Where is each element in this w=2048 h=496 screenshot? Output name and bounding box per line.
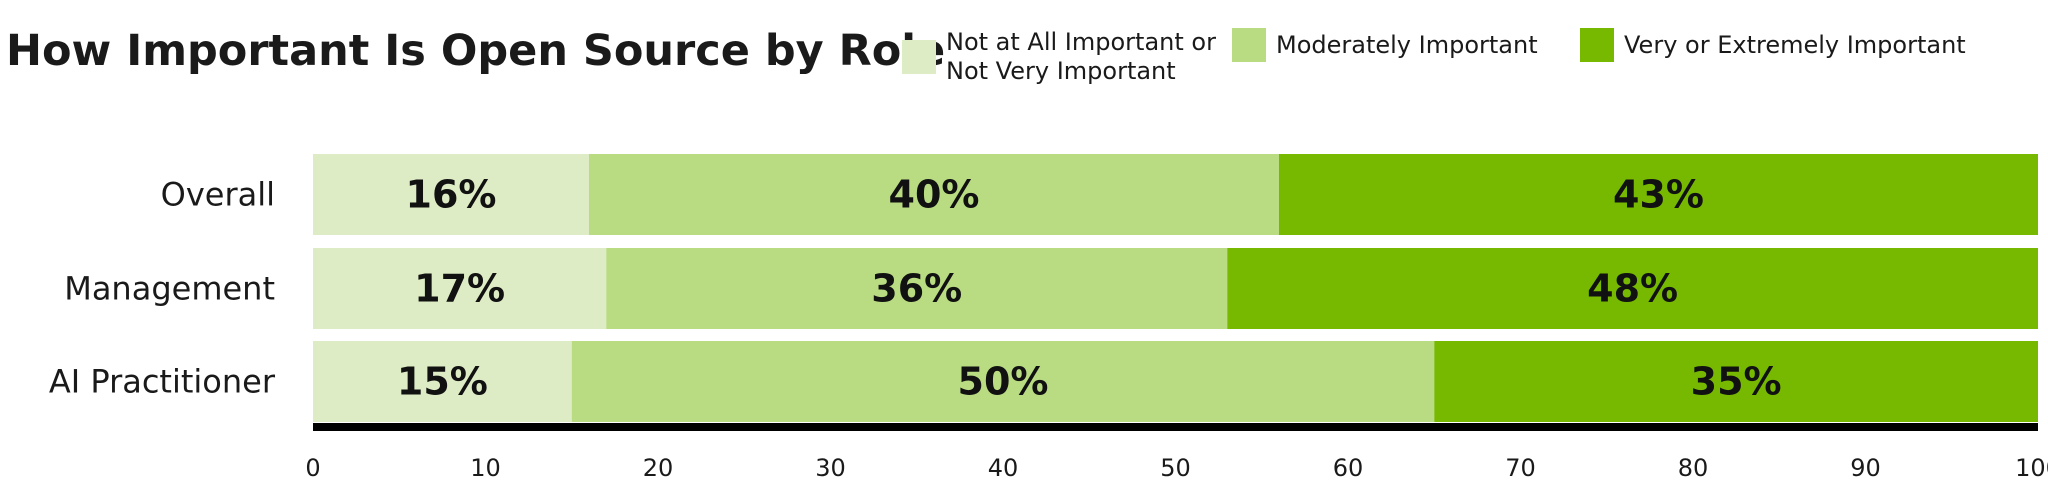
x-tick-label-90: 90 xyxy=(1850,454,1881,482)
data-label-ai-practitioner-0: 15% xyxy=(397,360,488,404)
category-label-overall: Overall xyxy=(161,176,275,214)
bar-segment-ai-practitioner-2 xyxy=(1434,341,2038,422)
x-tick-label-0: 0 xyxy=(305,454,320,482)
bar-segment-overall-2 xyxy=(1279,154,2038,235)
bar-segment-overall-0 xyxy=(313,154,589,235)
legend-item-moderately-important: Moderately Important xyxy=(1232,28,1538,62)
legend-item-not-important: Not at All Important or Not Very Importa… xyxy=(902,28,1216,86)
legend-label-very-important: Very or Extremely Important xyxy=(1624,30,1966,59)
x-tick-label-80: 80 xyxy=(1678,454,1709,482)
x-tick-label-40: 40 xyxy=(988,454,1019,482)
x-tick-label-30: 30 xyxy=(815,454,846,482)
chart-title: How Important Is Open Source by Role xyxy=(6,26,946,76)
data-label-overall-2: 43% xyxy=(1613,173,1704,217)
data-label-overall-1: 40% xyxy=(889,173,980,217)
x-axis-line xyxy=(313,423,2038,431)
x-tick-label-20: 20 xyxy=(643,454,674,482)
bar-segment-management-2 xyxy=(1227,248,2038,329)
x-tick-label-70: 70 xyxy=(1505,454,1536,482)
x-tick-label-10: 10 xyxy=(470,454,501,482)
x-tick-label-50: 50 xyxy=(1160,454,1191,482)
x-tick-label-60: 60 xyxy=(1333,454,1364,482)
bar-segment-ai-practitioner-1 xyxy=(571,341,1435,422)
data-label-management-0: 17% xyxy=(414,267,505,311)
data-label-ai-practitioner-2: 35% xyxy=(1691,360,1782,404)
legend-item-very-important: Very or Extremely Important xyxy=(1580,28,1966,62)
data-label-ai-practitioner-1: 50% xyxy=(958,360,1049,404)
bar-segment-ai-practitioner-0 xyxy=(313,341,572,422)
x-tick-label-100: 100 xyxy=(2015,454,2048,482)
data-label-management-1: 36% xyxy=(871,267,962,311)
data-label-overall-0: 16% xyxy=(406,173,497,217)
data-label-management-2: 48% xyxy=(1587,267,1678,311)
legend-swatch-moderately-important xyxy=(1232,28,1266,62)
legend-label-not-important: Not at All Important or Not Very Importa… xyxy=(946,28,1216,85)
category-label-ai-practitioner: AI Practitioner xyxy=(49,363,276,401)
legend-swatch-not-important xyxy=(902,40,936,74)
bar-segment-management-0 xyxy=(313,248,607,329)
bar-segment-management-1 xyxy=(606,248,1228,329)
category-label-management: Management xyxy=(64,270,275,308)
bar-segment-overall-1 xyxy=(589,154,1279,235)
legend-label-moderately-important: Moderately Important xyxy=(1276,30,1538,59)
legend-swatch-very-important xyxy=(1580,28,1614,62)
